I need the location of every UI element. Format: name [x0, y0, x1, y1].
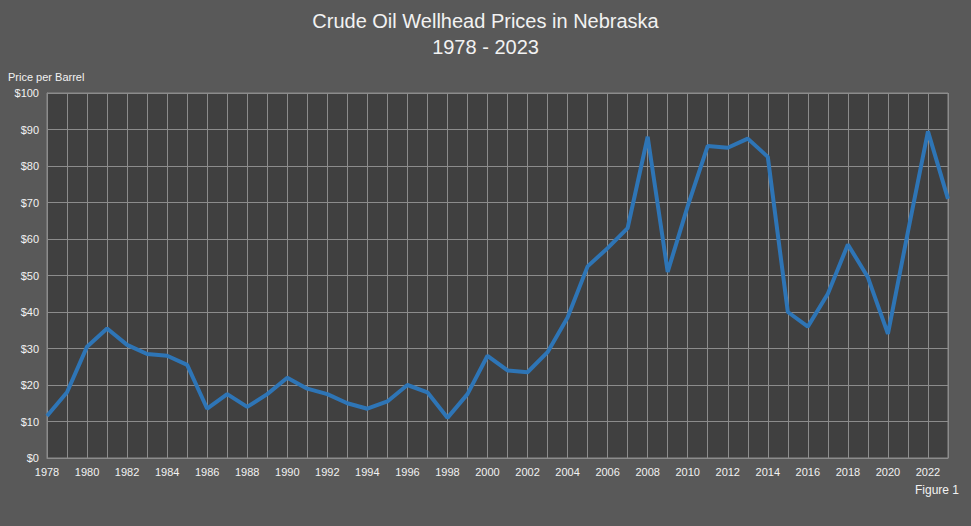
svg-text:1996: 1996	[395, 466, 419, 478]
svg-text:1982: 1982	[115, 466, 139, 478]
svg-text:1978 - 2023: 1978 - 2023	[432, 36, 539, 58]
svg-text:1992: 1992	[315, 466, 339, 478]
svg-text:2002: 2002	[515, 466, 539, 478]
svg-text:2010: 2010	[675, 466, 699, 478]
svg-text:2012: 2012	[716, 466, 740, 478]
svg-text:1990: 1990	[275, 466, 299, 478]
svg-text:1978: 1978	[35, 466, 59, 478]
svg-text:$40: $40	[21, 306, 39, 318]
svg-text:1980: 1980	[75, 466, 99, 478]
svg-text:$0: $0	[27, 452, 39, 464]
svg-text:2014: 2014	[756, 466, 780, 478]
svg-text:Crude Oil Wellhead Prices in N: Crude Oil Wellhead Prices in Nebraska	[312, 10, 659, 32]
svg-text:$60: $60	[21, 233, 39, 245]
svg-text:$70: $70	[21, 197, 39, 209]
svg-text:Figure 1: Figure 1	[915, 483, 959, 497]
svg-text:2022: 2022	[916, 466, 940, 478]
svg-text:2008: 2008	[635, 466, 659, 478]
svg-text:Price per Barrel: Price per Barrel	[8, 71, 84, 83]
svg-text:1984: 1984	[155, 466, 179, 478]
svg-text:2020: 2020	[876, 466, 900, 478]
svg-text:1994: 1994	[355, 466, 379, 478]
svg-text:$80: $80	[21, 160, 39, 172]
svg-text:$90: $90	[21, 124, 39, 136]
svg-text:$30: $30	[21, 343, 39, 355]
svg-text:2006: 2006	[595, 466, 619, 478]
svg-text:1986: 1986	[195, 466, 219, 478]
svg-text:$10: $10	[21, 416, 39, 428]
svg-text:$50: $50	[21, 270, 39, 282]
svg-text:$20: $20	[21, 379, 39, 391]
svg-text:2000: 2000	[475, 466, 499, 478]
svg-text:1998: 1998	[435, 466, 459, 478]
svg-text:2004: 2004	[555, 466, 579, 478]
svg-text:$100: $100	[15, 87, 39, 99]
svg-text:2016: 2016	[796, 466, 820, 478]
svg-text:2018: 2018	[836, 466, 860, 478]
svg-text:1988: 1988	[235, 466, 259, 478]
